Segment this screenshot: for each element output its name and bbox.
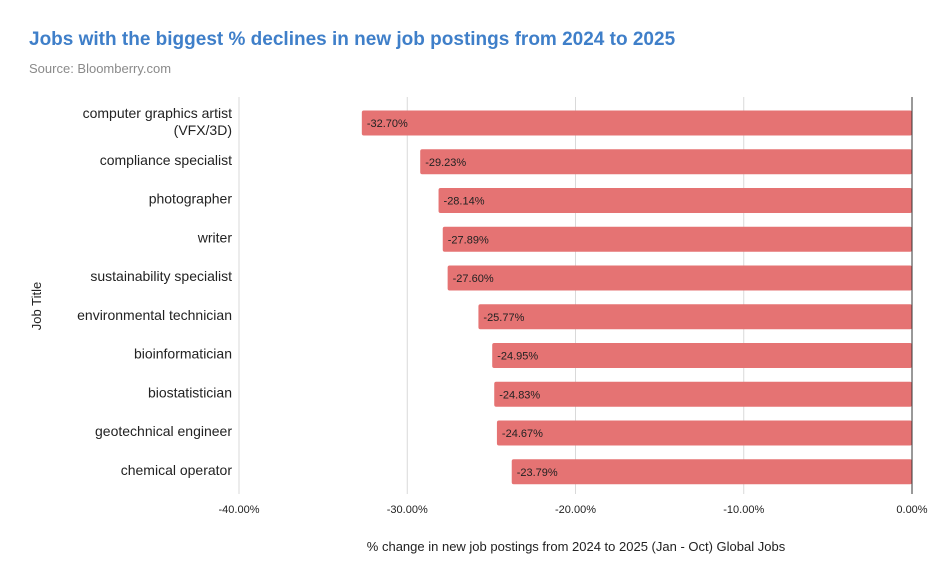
bar-value-label: -24.83%	[499, 389, 540, 401]
category-label: bioinformatician	[134, 346, 232, 362]
x-tick-labels: -40.00% -30.00% -20.00% -10.00% 0.00%	[219, 504, 928, 516]
category-label: compliance specialist	[100, 152, 232, 168]
chart-source: Source: Bloomberry.com	[29, 61, 172, 76]
category-label: (VFX/3D)	[174, 122, 232, 138]
bar	[496, 420, 912, 446]
bar	[447, 265, 912, 291]
bar	[492, 343, 912, 368]
bar-value-label: -24.67%	[502, 428, 543, 440]
category-label: geotechnical engineer	[95, 423, 232, 439]
bar	[361, 110, 912, 136]
bar-value-label: -25.77%	[483, 312, 524, 324]
x-tick-label: -30.00%	[387, 504, 428, 516]
x-tick-label: -40.00%	[219, 504, 260, 516]
category-labels: computer graphics artist(VFX/3D) complian…	[77, 105, 232, 478]
category-label: sustainability specialist	[90, 268, 232, 284]
category-label: environmental technician	[77, 307, 232, 323]
category-label: biostatistician	[148, 384, 232, 400]
bar	[420, 149, 912, 175]
x-axis-title: % change in new job postings from 2024 t…	[367, 539, 786, 554]
bar-value-label: -27.89%	[448, 234, 489, 246]
bar	[494, 381, 912, 407]
data-labels: -32.70% -29.23% -28.14% -27.89% -27.60% -25.7…	[367, 118, 558, 479]
x-tick-label: 0.00%	[896, 504, 927, 516]
bars	[361, 110, 912, 485]
category-label: writer	[197, 229, 233, 245]
y-axis-title: Job Title	[29, 282, 44, 330]
bar	[511, 459, 912, 485]
bar-value-label: -32.70%	[367, 118, 408, 130]
x-tick-label: -20.00%	[555, 504, 596, 516]
bar-value-label: -24.95%	[497, 351, 538, 363]
category-label: chemical operator	[121, 462, 233, 478]
bar	[438, 188, 912, 213]
bar	[442, 226, 912, 252]
bar-value-label: -27.60%	[453, 273, 494, 285]
bar-value-label: -23.79%	[517, 467, 558, 479]
edge-fade	[790, 536, 942, 560]
category-label: computer graphics artist	[83, 105, 233, 121]
category-label: photographer	[149, 191, 233, 207]
bar-value-label: -28.14%	[444, 196, 485, 208]
chart-title: Jobs with the biggest % declines in new …	[29, 29, 676, 50]
bar	[478, 304, 912, 330]
bar-value-label: -29.23%	[425, 157, 466, 169]
x-tick-label: -10.00%	[723, 504, 764, 516]
